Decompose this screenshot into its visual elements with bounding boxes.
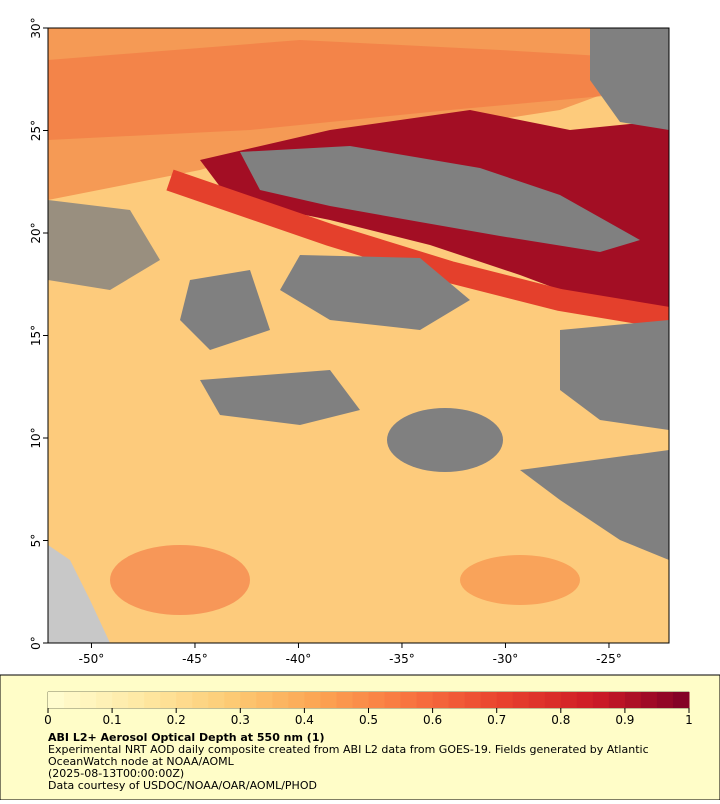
colorbar-swatch [128, 692, 145, 708]
y-tick-label: 25° [29, 120, 43, 141]
x-tick-label: -50° [79, 652, 105, 666]
x-tick-label: -25° [596, 652, 622, 666]
aod-field [48, 28, 669, 643]
colorbar-swatch [576, 692, 594, 708]
colorbar-swatch [624, 692, 642, 708]
colorbar-swatch [192, 692, 209, 708]
caption-time: (2025-08-13T00:00:00Z) [48, 767, 185, 780]
colorbar-swatch [288, 692, 305, 708]
colorbar-tick-label: 0.3 [231, 713, 250, 727]
colorbar-swatch [224, 692, 241, 708]
colorbar-swatch [464, 692, 482, 708]
y-tick-label: 5° [29, 534, 43, 548]
colorbar-swatch [400, 692, 418, 708]
colorbar-swatch [144, 692, 161, 708]
colorbar-swatch [208, 692, 225, 708]
x-tick-label: -35° [389, 652, 415, 666]
colorbar-swatch [384, 692, 402, 708]
colorbar-tick-label: 0.9 [615, 713, 634, 727]
colorbar-swatch [176, 692, 193, 708]
colorbar-swatch [160, 692, 177, 708]
colorbar-swatch [448, 692, 466, 708]
colorbar-swatch [672, 692, 690, 708]
colorbar-tick-label: 0.7 [487, 713, 506, 727]
colorbar-tick-label: 0.4 [295, 713, 314, 727]
colorbar-swatch [432, 692, 450, 708]
colorbar-swatch [496, 692, 514, 708]
colorbar-swatch [656, 692, 674, 708]
colorbar-swatch [48, 692, 65, 708]
colorbar-swatch [368, 692, 386, 708]
caption-credit: Data courtesy of USDOC/NOAA/OAR/AOML/PHO… [48, 779, 317, 792]
colorbar-tick-label: 1 [685, 713, 693, 727]
x-tick-label: -45° [182, 652, 208, 666]
caption-description: Experimental NRT AOD daily composite cre… [48, 743, 649, 768]
colorbar-tick-label: 0.5 [359, 713, 378, 727]
y-tick-label: 15° [29, 325, 43, 346]
colorbar-tick-label: 0 [44, 713, 52, 727]
colorbar-swatch [304, 692, 321, 708]
colorbar-swatch [352, 692, 369, 708]
colorbar-tick-label: 0.6 [423, 713, 442, 727]
y-tick-label: 30° [29, 17, 43, 38]
colorbar-swatch [416, 692, 434, 708]
colorbar-swatch [272, 692, 289, 708]
colorbar-swatch [528, 692, 546, 708]
colorbar-swatch [480, 692, 498, 708]
colorbar-swatch [112, 692, 129, 708]
colorbar-swatch [512, 692, 530, 708]
colorbar-swatch [608, 692, 626, 708]
colorbar-swatch [256, 692, 273, 708]
y-tick-label: 0° [29, 636, 43, 650]
y-tick-label: 10° [29, 427, 43, 448]
colorbar-tick-label: 0.2 [167, 713, 186, 727]
colorbar-swatch [544, 692, 562, 708]
y-tick-label: 20° [29, 222, 43, 243]
colorbar-swatch [560, 692, 578, 708]
x-tick-label: -30° [493, 652, 519, 666]
colorbar-tick-label: 0.8 [551, 713, 570, 727]
colorbar-swatch [96, 692, 113, 708]
colorbar-tick-label: 0.1 [103, 713, 122, 727]
colorbar-swatch [80, 692, 97, 708]
x-tick-label: -40° [286, 652, 312, 666]
colorbar-swatch [320, 692, 337, 708]
colorbar-swatch [592, 692, 610, 708]
caption-title: ABI L2+ Aerosol Optical Depth at 550 nm … [48, 731, 325, 744]
colorbar-swatch [336, 692, 353, 708]
caption: ABI L2+ Aerosol Optical Depth at 550 nm … [48, 732, 688, 792]
colorbar-swatch [64, 692, 81, 708]
colorbar-swatch [640, 692, 658, 708]
colorbar-swatch [240, 692, 257, 708]
